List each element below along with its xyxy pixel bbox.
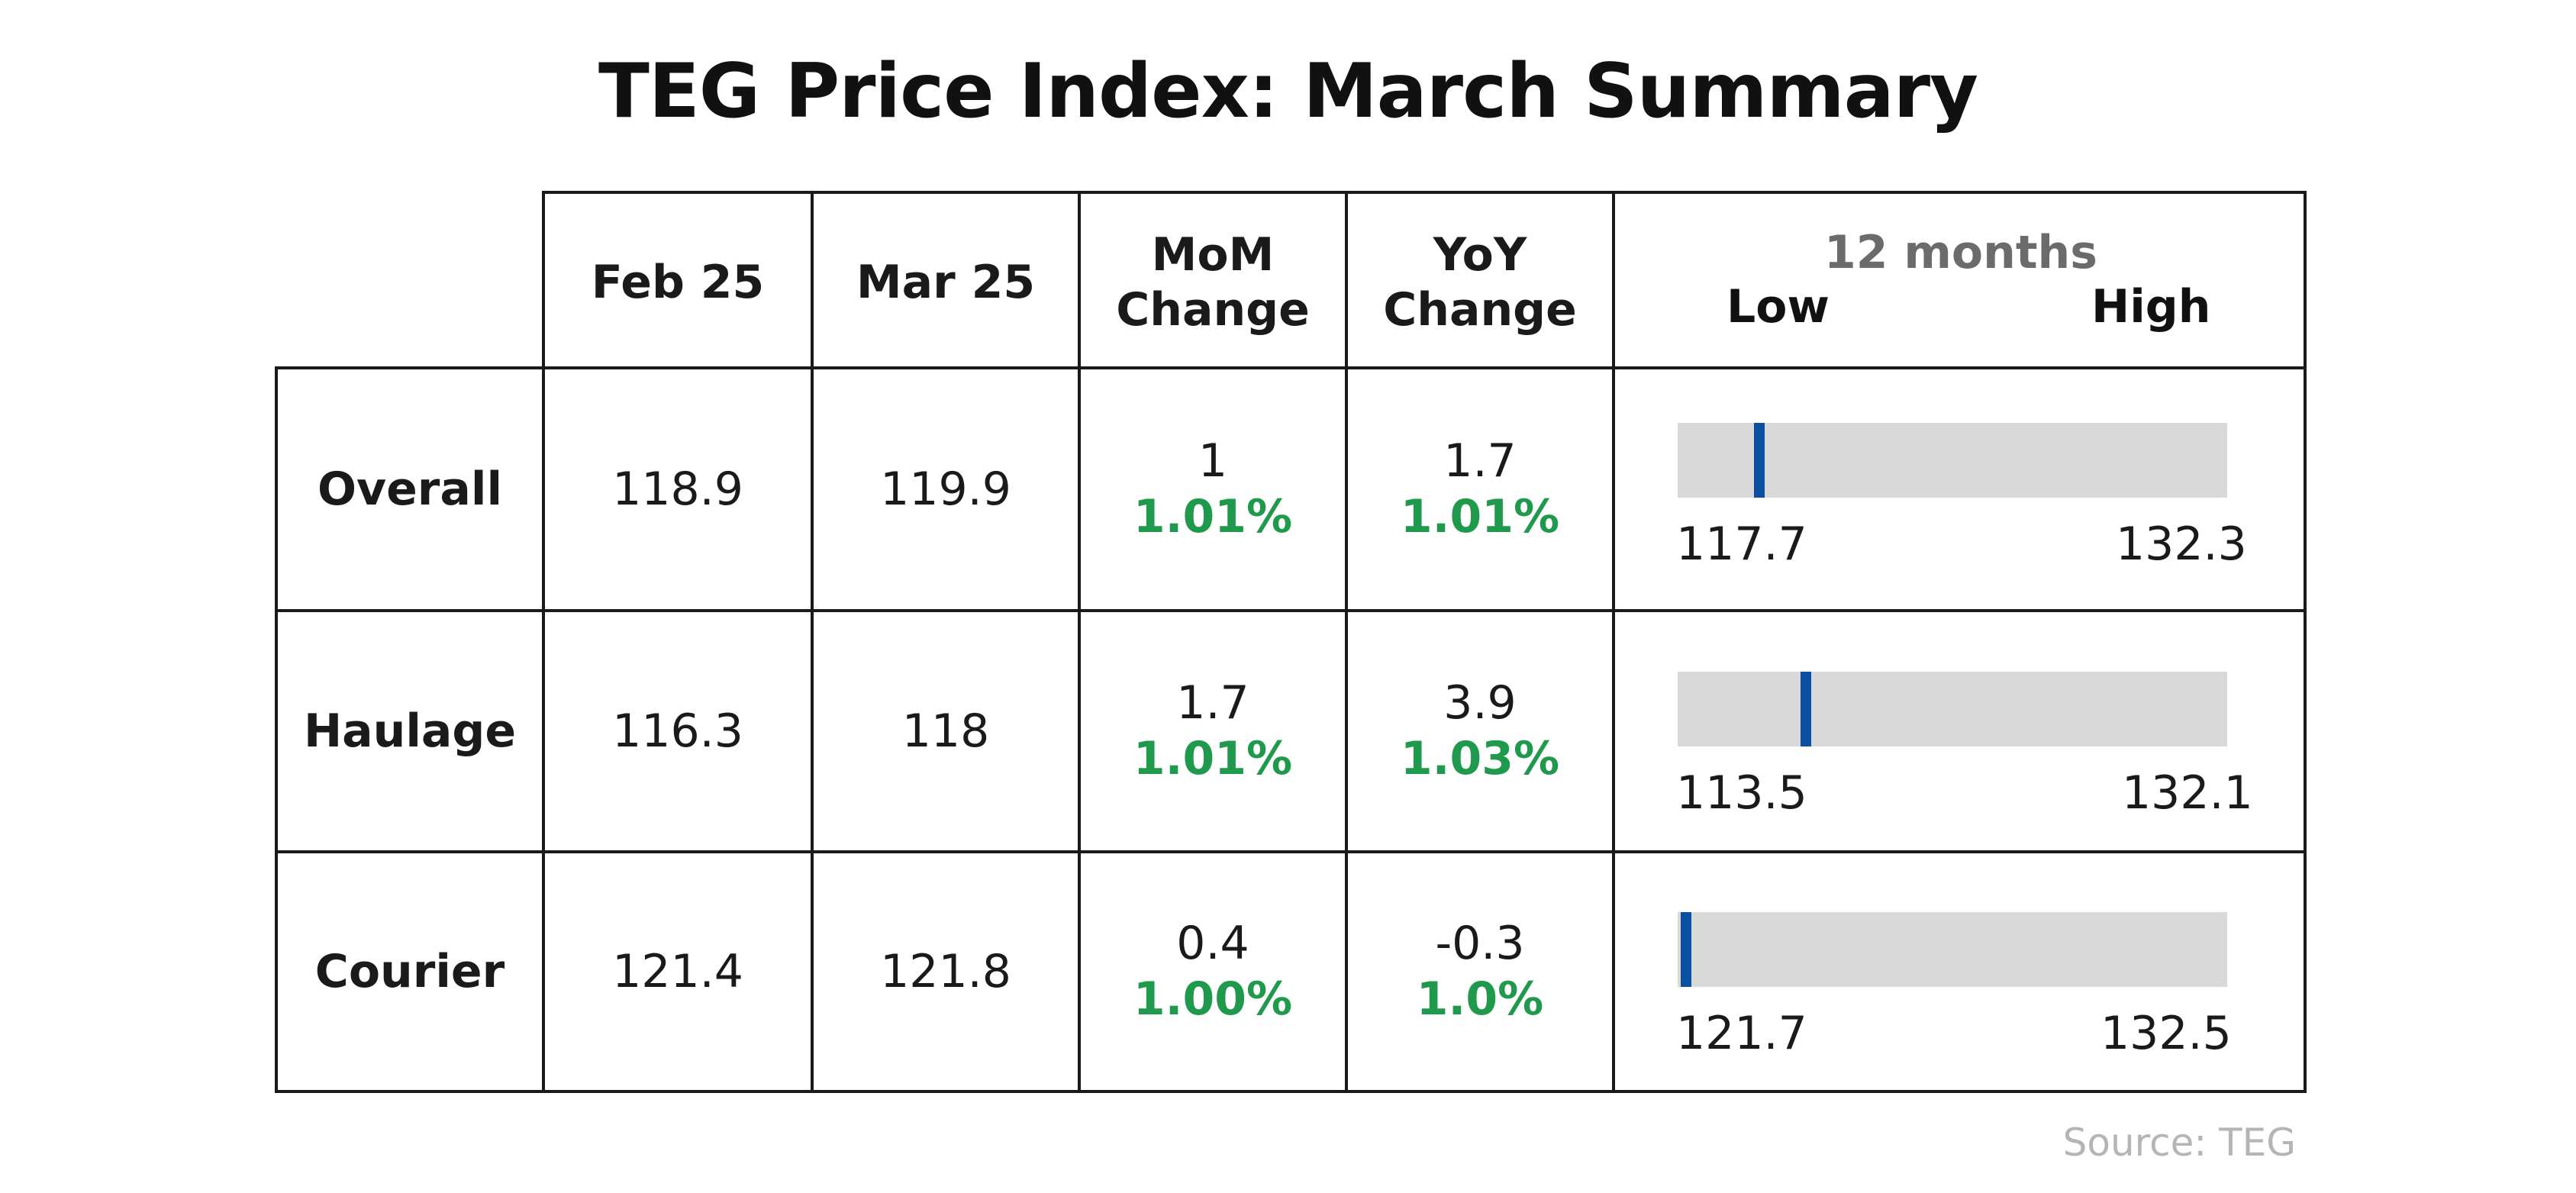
yoy-value: -0.3 — [1435, 916, 1525, 970]
cell-feb-haulage: 116.3 — [612, 705, 743, 758]
range-low-courier: 121.7 — [1676, 1007, 1807, 1060]
range-high-haulage: 132.1 — [2122, 766, 2253, 820]
cell-feb-overall: 118.9 — [612, 463, 743, 516]
cell-yoy-haulage: 3.9 1.03% — [1346, 611, 1614, 852]
row-header-overall: Overall — [317, 463, 503, 516]
column-header-range-caption: 12 months — [1824, 226, 2097, 279]
mom-percent: 1.00% — [1133, 972, 1293, 1026]
grid-line — [276, 609, 2305, 612]
column-header-mom: MoM Change — [1079, 197, 1346, 368]
column-header-range-low: Low — [1726, 280, 1830, 334]
column-header-range-high: High — [2091, 280, 2211, 334]
mom-percent: 1.01% — [1133, 732, 1293, 785]
yoy-value: 3.9 — [1443, 675, 1517, 730]
column-header-yoy: YoY Change — [1346, 197, 1614, 368]
grid-line — [275, 366, 278, 1093]
grid-line — [1078, 191, 1081, 1093]
range-bar-overall — [1678, 423, 2227, 498]
cell-yoy-courier: -0.3 1.0% — [1346, 852, 1614, 1091]
grid-line — [542, 191, 2305, 194]
range-high-overall: 132.3 — [2116, 518, 2247, 571]
grid-line — [542, 191, 545, 1093]
cell-mar-haulage: 118 — [901, 705, 990, 758]
range-high-courier: 132.5 — [2100, 1007, 2232, 1060]
grid-line — [1345, 191, 1348, 1093]
column-header-yoy-line2: Change — [1383, 283, 1577, 337]
mom-value: 1 — [1198, 434, 1228, 488]
range-bar-haulage — [1678, 672, 2227, 746]
mom-value: 0.4 — [1176, 916, 1249, 970]
yoy-percent: 1.01% — [1400, 490, 1560, 543]
grid-line — [1612, 191, 1615, 1093]
yoy-value: 1.7 — [1443, 434, 1517, 488]
grid-line — [2304, 191, 2307, 1093]
grid-line — [811, 191, 814, 1093]
column-header-mar: Mar 25 — [856, 256, 1036, 309]
cell-mar-courier: 121.8 — [880, 945, 1011, 998]
cell-mar-overall: 119.9 — [880, 463, 1011, 516]
range-bar-courier — [1678, 912, 2227, 987]
cell-yoy-overall: 1.7 1.01% — [1346, 368, 1614, 611]
column-header-mom-line1: MoM — [1151, 228, 1275, 282]
column-header-mom-line2: Change — [1116, 283, 1310, 337]
grid-line — [276, 366, 2305, 369]
cell-mom-overall: 1 1.01% — [1079, 368, 1346, 611]
mom-value: 1.7 — [1176, 675, 1249, 730]
mom-percent: 1.01% — [1133, 490, 1293, 543]
column-header-yoy-line1: YoY — [1433, 228, 1527, 282]
current-marker-overall — [1754, 423, 1765, 498]
source-note: Source: TEG — [2062, 1120, 2296, 1165]
current-marker-haulage — [1801, 672, 1811, 746]
yoy-percent: 1.0% — [1416, 972, 1544, 1026]
range-low-overall: 117.7 — [1676, 518, 1807, 571]
range-low-haulage: 113.5 — [1676, 766, 1807, 820]
row-header-haulage: Haulage — [303, 705, 517, 758]
current-marker-courier — [1681, 912, 1691, 987]
column-header-feb: Feb 25 — [591, 256, 765, 309]
grid-line — [276, 1090, 2305, 1093]
cell-mom-courier: 0.4 1.00% — [1079, 852, 1346, 1091]
cell-mom-haulage: 1.7 1.01% — [1079, 611, 1346, 852]
cell-feb-courier: 121.4 — [612, 945, 743, 998]
chart-title: TEG Price Index: March Summary — [598, 48, 1978, 135]
row-header-courier: Courier — [314, 945, 505, 998]
grid-line — [276, 850, 2305, 853]
yoy-percent: 1.03% — [1400, 732, 1560, 785]
